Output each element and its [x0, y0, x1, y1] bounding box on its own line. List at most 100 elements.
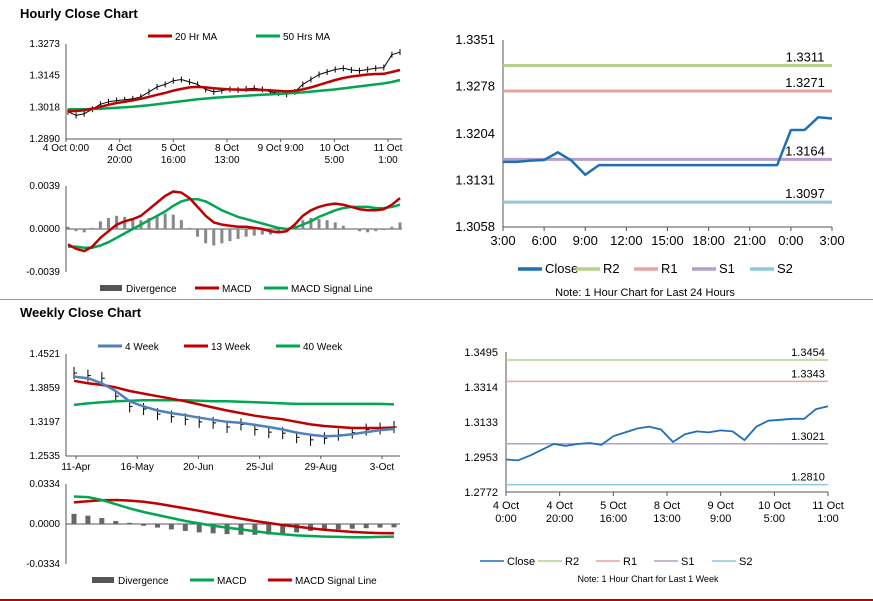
legend-4-week: 4 Week	[125, 342, 160, 353]
weekly-pivot-x-tick: 4 Oct	[547, 500, 573, 512]
weekly-divergence-bar	[85, 515, 91, 524]
legend-weekly-divergence: Divergence	[118, 576, 169, 587]
weekly-40w-line	[73, 399, 395, 407]
hourly-price-x-tick: 4 Oct	[108, 143, 132, 154]
hourly-pivot-x-tick: 3:00	[819, 233, 844, 248]
hourly-pivot-y-tick: 1.3278	[455, 79, 495, 94]
hourly-divergence-bar	[204, 229, 208, 244]
hourly-macd-y-tick: 0.0000	[29, 224, 60, 235]
hourly-divergence-bar	[220, 229, 224, 244]
hourly-price-y-tick: 1.3273	[29, 39, 60, 50]
hourly-pivot-x-tick: 6:00	[531, 233, 556, 248]
weekly-price-x-tick: 25-Jul	[246, 462, 273, 473]
hourly-pivot-x-tick: 18:00	[692, 233, 725, 248]
hourly-divergence-bar	[236, 229, 240, 239]
hourly-price-x-tick: 20:00	[107, 155, 132, 166]
hourly-pivot-close-line	[503, 115, 833, 176]
weekly-divergence-bar	[266, 524, 272, 535]
hourly-divergence-bar	[390, 226, 394, 229]
weekly-pivot-level-label-r1: 1.3343	[791, 368, 825, 380]
weekly-macd-y-tick: -0.0334	[26, 559, 60, 570]
weekly-pivot-x-tick: 1:00	[817, 513, 838, 525]
weekly-divergence-bar	[377, 524, 383, 528]
weekly-divergence-bar	[113, 521, 119, 524]
weekly-macd-signal-line	[73, 498, 395, 535]
hourly-divergence-bar	[163, 213, 167, 229]
weekly-macd-y-tick: 0.0000	[29, 519, 60, 530]
hourly-divergence-bar	[341, 225, 345, 229]
hourly-price-x-tick: 10 Oct	[320, 143, 350, 154]
weekly-divergence-bar	[141, 524, 147, 526]
hourly-pivot-legend-s2: S2	[777, 261, 793, 276]
weekly-divergence-bar	[71, 513, 77, 524]
hourly-pivot-level-label-r2: 1.3311	[786, 50, 825, 65]
hourly-section-title: Hourly Close Chart	[20, 6, 138, 21]
hourly-pivot-level-label-s2: 1.3097	[785, 186, 825, 201]
legend-weekly-macd-signal: MACD Signal Line	[295, 576, 377, 587]
weekly-divergence-bar	[363, 524, 369, 529]
legend-hourly-divergence: Divergence	[126, 284, 177, 295]
weekly-divergence-bar	[99, 518, 105, 524]
weekly-pivot-x-tick: 16:00	[600, 513, 628, 525]
hourly-divergence-bar	[196, 229, 200, 237]
weekly-pivot-y-tick: 1.2772	[464, 487, 498, 499]
weekly-price-x-tick: 20-Jun	[183, 462, 214, 473]
hourly-close-line	[67, 51, 401, 116]
weekly-pivot-note: Note: 1 Hour Chart for Last 1 Week	[578, 574, 719, 584]
weekly-pivot-x-tick: 9 Oct	[708, 500, 734, 512]
hourly-divergence-bar	[333, 222, 337, 229]
weekly-section-title: Weekly Close Chart	[20, 305, 142, 320]
hourly-price-x-tick: 16:00	[161, 155, 186, 166]
hourly-divergence-bar	[358, 229, 362, 232]
hourly-pivot-chart: 1.3351 1.3278 1.3204 1.3131 1.3058 1.3311 1.32…	[455, 32, 844, 299]
weekly-price-x-tick: 16-May	[121, 462, 154, 473]
weekly-pivot-close-line	[505, 405, 829, 462]
weekly-pivot-x-tick: 11 Oct	[812, 500, 844, 512]
hourly-pivot-x-tick: 21:00	[733, 233, 766, 248]
hourly-divergence-bar	[325, 220, 329, 229]
weekly-price-y-tick: 1.4521	[29, 349, 60, 360]
hourly-divergence-bar	[98, 221, 102, 229]
hourly-pivot-x-tick: 12:00	[610, 233, 643, 248]
weekly-price-x-tick: 3-Oct	[370, 462, 395, 473]
section-divider	[0, 299, 873, 300]
hourly-pivot-legend-r1: R1	[661, 261, 678, 276]
hourly-ma20-line	[67, 68, 401, 113]
hourly-pivot-y-tick: 1.3058	[455, 219, 495, 234]
weekly-pivot-y-tick: 1.3133	[464, 417, 498, 429]
hourly-pivot-legend-s1: S1	[719, 261, 735, 276]
hourly-divergence-bar	[155, 215, 159, 229]
legend-weekly-divergence-swatch	[92, 577, 114, 583]
hourly-divergence-bar	[252, 229, 256, 236]
weekly-divergence-bar	[127, 522, 133, 524]
hourly-pivot-y-tick: 1.3351	[455, 32, 495, 47]
hourly-divergence-bar	[228, 229, 232, 242]
weekly-divergence-bar	[182, 524, 188, 531]
hourly-price-y-tick: 1.3145	[29, 71, 60, 82]
weekly-pivot-x-tick: 8 Oct	[654, 500, 680, 512]
weekly-divergence-bar	[321, 524, 327, 530]
hourly-macd-y-tick: -0.0039	[26, 267, 60, 278]
weekly-macd-chart: 0.0334 0.0000 -0.0334 Divergence MACD MACD Si…	[26, 479, 400, 587]
weekly-pivot-level-label-s1: 1.3021	[791, 431, 825, 443]
weekly-price-y-tick: 1.2535	[29, 451, 60, 462]
weekly-divergence-bar	[391, 524, 397, 528]
hourly-divergence-bar	[212, 229, 216, 246]
weekly-divergence-bar	[196, 524, 202, 533]
weekly-divergence-bar	[224, 524, 230, 535]
hourly-pivot-y-tick: 1.3204	[455, 126, 495, 141]
hourly-pivot-legend-r2: R2	[603, 261, 620, 276]
hourly-pivot-legend-close: Close	[545, 261, 578, 276]
hourly-divergence-bar	[366, 229, 370, 233]
weekly-pivot-legend-r1: R1	[623, 556, 637, 568]
hourly-pivot-x-tick: 3:00	[490, 233, 515, 248]
weekly-price-chart: 4 Week 13 Week 40 Week 1.4521 1.3859 1.3197 1.…	[29, 342, 400, 473]
legend-hourly-macd-signal: MACD Signal Line	[291, 284, 373, 295]
hourly-pivot-level-label-r1: 1.3271	[785, 75, 825, 90]
hourly-divergence-bar	[106, 217, 110, 229]
weekly-pivot-y-tick: 1.3314	[464, 382, 498, 394]
hourly-divergence-bar	[244, 229, 248, 237]
weekly-price-y-tick: 1.3197	[29, 417, 60, 428]
hourly-divergence-bar	[309, 217, 313, 229]
weekly-price-y-tick: 1.3859	[29, 383, 60, 394]
